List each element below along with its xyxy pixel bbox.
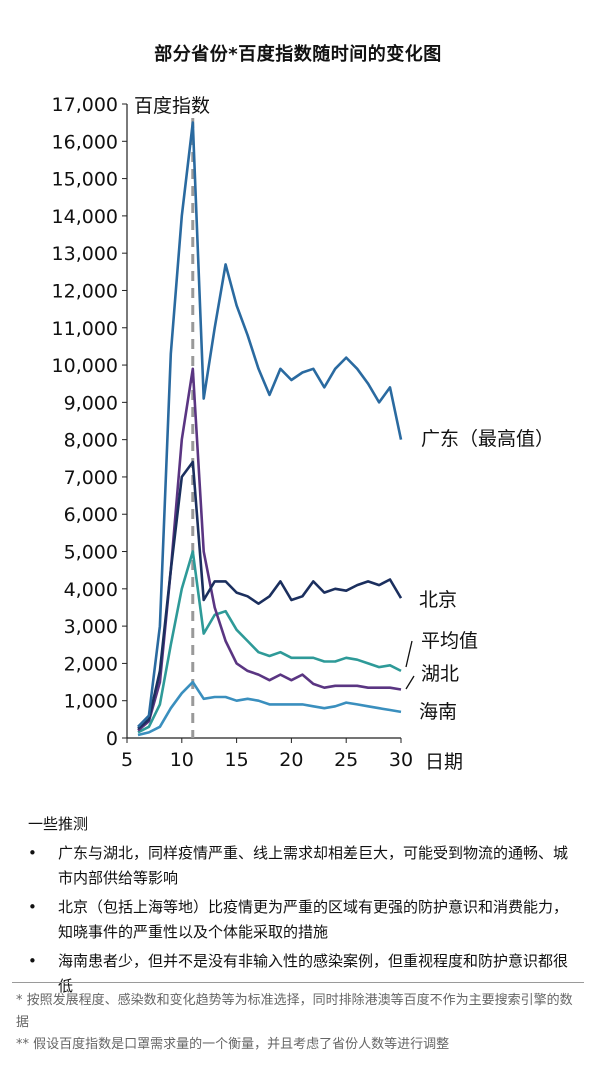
note-item: 广东与湖北，同样疫情严重、线上需求却相差巨大，可能受到物流的通畅、城市内部供给等… xyxy=(28,841,576,891)
divider xyxy=(12,982,584,983)
leader-line xyxy=(405,640,413,668)
y-tick-label: 12,000 xyxy=(52,280,118,302)
footnote: ** 假设百度指数是口罩需求量的一个衡量，并且考虑了省份人数等进行调整 xyxy=(16,1037,450,1052)
series-lines xyxy=(137,121,403,737)
y-tick-label: 16,000 xyxy=(52,131,118,153)
x-tick-label: 30 xyxy=(389,749,413,771)
y-tick-label: 13,000 xyxy=(52,243,118,265)
series-line-2 xyxy=(137,550,402,734)
notes-section: 一些推测 广东与湖北，同样疫情严重、线上需求却相差巨大，可能受到物流的通畅、城市… xyxy=(28,812,576,1003)
y-tick-label: 1,000 xyxy=(64,691,118,713)
y-tick-label: 3,000 xyxy=(64,616,118,638)
y-axis-label: 百度指数 xyxy=(134,95,210,117)
series-line-3 xyxy=(137,367,402,732)
y-tick-label: 17,000 xyxy=(52,94,118,116)
y-tick-label: 5,000 xyxy=(64,542,118,564)
line-chart: 0 1,000 2,000 3,000 4,000 5,000 6,000 7,000 8,00… xyxy=(52,94,555,773)
y-tick-label: 4,000 xyxy=(64,579,118,601)
x-axis-label: 日期 xyxy=(425,751,463,773)
x-tick-label: 15 xyxy=(225,749,249,771)
note-item: 北京（包括上海等地）比疫情更为严重的区域有更强的防护意识和消费能力，知晓事件的严… xyxy=(28,895,576,945)
y-tick-label: 9,000 xyxy=(64,392,118,414)
footnotes: * 按照发展程度、感染数和变化趋势等为标准选择，同时排除港澳等百度不作为主要搜索… xyxy=(16,990,582,1056)
x-tick-label: 25 xyxy=(334,749,358,771)
x-tick-label: 10 xyxy=(170,749,194,771)
y-tick-label: 6,000 xyxy=(64,504,118,526)
x-tick-label: 20 xyxy=(279,749,303,771)
y-tick-label: 15,000 xyxy=(52,169,118,191)
y-tick-label: 7,000 xyxy=(64,467,118,489)
axes: 0 1,000 2,000 3,000 4,000 5,000 6,000 7,000 8,00… xyxy=(52,94,464,773)
chart-title: 部分省份*百度指数随时间的变化图 xyxy=(154,44,442,65)
footnote: * 按照发展程度、感染数和变化趋势等为标准选择，同时排除港澳等百度不作为主要搜索… xyxy=(16,993,573,1030)
series-label: 广东（最高值） xyxy=(421,428,554,450)
series-line-4 xyxy=(137,680,402,737)
y-tick-label: 11,000 xyxy=(52,318,118,340)
y-tick-label: 0 xyxy=(106,728,118,750)
y-tick-label: 14,000 xyxy=(52,206,118,228)
notes-list: 广东与湖北，同样疫情严重、线上需求却相差巨大，可能受到物流的通畅、城市内部供给等… xyxy=(28,841,576,999)
series-label: 北京 xyxy=(419,589,457,611)
x-tick-label: 5 xyxy=(121,749,133,771)
y-tick-label: 2,000 xyxy=(64,653,118,675)
series-label: 湖北 xyxy=(421,663,459,685)
note-item: 海南患者少，但并不是没有非输入性的感染案例，但重视程度和防护意识都很低 xyxy=(28,949,576,999)
series-line-0 xyxy=(137,121,403,728)
leader-line xyxy=(405,675,415,690)
notes-title: 一些推测 xyxy=(28,815,89,833)
series-line-1 xyxy=(137,460,403,730)
series-label: 平均值 xyxy=(421,630,478,652)
series-label: 海南 xyxy=(419,701,457,723)
y-tick-label: 10,000 xyxy=(52,355,118,377)
y-tick-label: 8,000 xyxy=(64,430,118,452)
